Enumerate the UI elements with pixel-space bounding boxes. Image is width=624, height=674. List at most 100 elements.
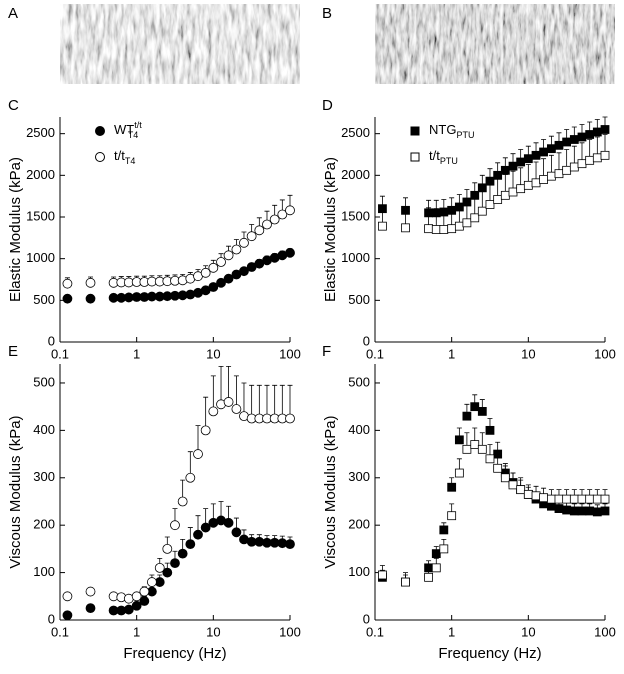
marker	[254, 225, 265, 236]
marker	[485, 200, 495, 209]
micrograph	[375, 4, 615, 84]
marker	[585, 494, 595, 504]
marker	[231, 527, 242, 538]
marker	[462, 444, 472, 454]
marker	[62, 591, 73, 602]
error-bar	[287, 384, 293, 419]
marker	[454, 435, 464, 445]
x-axis-label: Frequency (Hz)	[438, 645, 541, 662]
x-tick-label: 100	[279, 346, 301, 361]
marker	[185, 472, 196, 483]
marker	[223, 250, 234, 261]
marker	[462, 411, 472, 421]
marker	[516, 184, 526, 194]
panel-label: F	[322, 343, 331, 360]
marker	[200, 425, 211, 436]
y-tick-label: 2000	[26, 167, 55, 182]
legend-sup: t/t	[134, 120, 142, 130]
marker	[493, 463, 503, 473]
marker	[600, 506, 610, 516]
marker	[223, 273, 234, 284]
legend-sub: PTU	[456, 130, 474, 140]
marker	[246, 231, 257, 242]
marker	[223, 517, 234, 528]
marker	[485, 425, 495, 435]
marker	[585, 506, 595, 516]
marker	[523, 489, 533, 499]
marker	[193, 449, 203, 459]
marker	[554, 169, 564, 179]
marker	[131, 591, 142, 602]
y-tick-label: 0	[363, 611, 370, 626]
marker	[500, 473, 510, 483]
marker	[592, 507, 602, 517]
marker	[585, 155, 595, 165]
marker	[562, 165, 572, 175]
legend-entry: t/tPTU	[429, 148, 458, 166]
y-tick-label: 2000	[341, 167, 370, 182]
marker	[431, 563, 441, 573]
marker	[470, 440, 480, 449]
marker	[569, 506, 579, 516]
marker	[424, 224, 433, 234]
marker	[577, 159, 587, 169]
x-axis-label: Frequency (Hz)	[123, 645, 226, 662]
marker	[577, 494, 587, 504]
marker	[208, 282, 219, 292]
legend-marker	[95, 152, 105, 162]
marker	[577, 506, 587, 516]
marker	[585, 130, 595, 139]
y-tick-label: 1500	[341, 208, 370, 223]
y-tick-label: 500	[33, 374, 55, 389]
marker	[454, 221, 464, 231]
marker	[123, 604, 134, 615]
marker	[508, 161, 518, 171]
marker	[562, 494, 572, 504]
x-tick-label: 10	[521, 624, 535, 639]
y-tick-label: 100	[33, 564, 55, 579]
x-tick-label: 0.1	[51, 346, 69, 361]
marker	[170, 520, 180, 531]
marker	[439, 525, 449, 535]
y-tick-label: 400	[33, 422, 55, 437]
marker	[146, 577, 157, 587]
y-tick-label: 0	[363, 333, 370, 348]
legend-marker	[410, 126, 420, 136]
marker	[592, 494, 602, 504]
marker	[200, 522, 211, 533]
marker	[554, 494, 564, 504]
error-bar	[249, 384, 255, 419]
x-tick-label: 0.1	[51, 624, 69, 639]
marker	[401, 223, 410, 233]
marker	[516, 157, 526, 167]
error-bar	[272, 384, 278, 419]
marker	[477, 444, 487, 454]
marker	[554, 504, 564, 513]
marker	[523, 154, 533, 164]
marker	[577, 132, 587, 142]
marker	[477, 407, 487, 416]
y-tick-label: 1000	[26, 250, 55, 265]
y-tick-label: 500	[33, 292, 55, 307]
marker	[85, 586, 96, 597]
x-tick-label: 1	[448, 624, 455, 639]
marker	[508, 187, 518, 197]
legend-name: WT	[114, 122, 134, 137]
marker	[447, 224, 457, 234]
marker	[216, 277, 226, 288]
marker	[139, 586, 150, 597]
marker	[401, 577, 410, 587]
x-tick-label: 1	[133, 346, 140, 361]
marker	[493, 170, 503, 180]
marker	[531, 491, 541, 501]
marker	[600, 150, 610, 160]
error-bar	[279, 384, 285, 419]
legend-name: NTG	[429, 122, 456, 137]
panel-label: C	[8, 97, 19, 114]
marker	[500, 190, 510, 200]
marker	[131, 600, 142, 611]
y-tick-label: 200	[33, 517, 55, 532]
legend-entry: t/tT4	[114, 148, 135, 166]
y-tick-label: 300	[33, 469, 55, 484]
